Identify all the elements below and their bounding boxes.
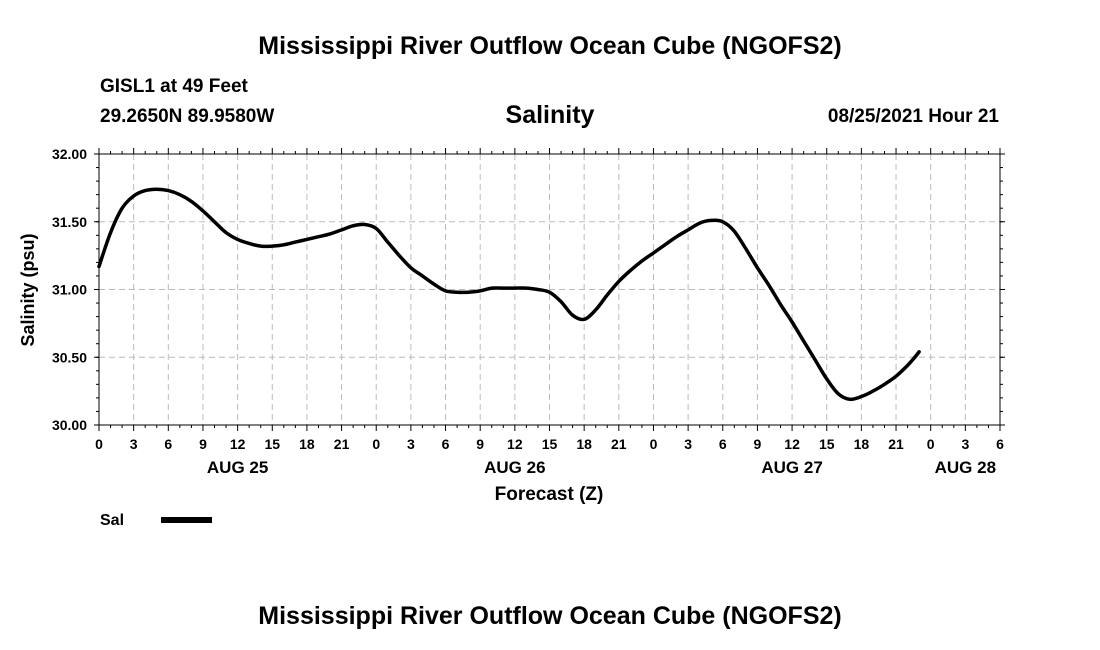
y-axis-label: Salinity (psu) (18, 233, 38, 346)
station-coords: 29.2650N 89.9580W (100, 106, 275, 127)
x-tick-label: 21 (334, 436, 350, 452)
date-label: AUG 28 (935, 458, 996, 477)
date-label: AUG 25 (207, 458, 268, 477)
x-tick-label: 21 (611, 436, 627, 452)
chart-title: Mississippi River Outflow Ocean Cube (NG… (258, 32, 842, 60)
salinity-series-line (97, 187, 921, 402)
x-tick-label: 3 (961, 436, 969, 452)
x-tick-label: 15 (819, 436, 835, 452)
x-tick-label: 3 (130, 436, 138, 452)
x-tick-label: 0 (650, 436, 658, 452)
x-tick-label: 6 (442, 436, 450, 452)
x-axis-label: Forecast (Z) (495, 484, 604, 505)
y-tick-label: 30.50 (52, 349, 87, 365)
x-tick-label: 12 (230, 436, 246, 452)
footer-title: Mississippi River Outflow Ocean Cube (NG… (258, 602, 842, 630)
chart-subtitle: Salinity (505, 101, 595, 129)
x-tick-label: 3 (407, 436, 415, 452)
y-tick-label: 30.00 (52, 417, 87, 433)
x-tick-label: 9 (754, 436, 762, 452)
date-label: AUG 27 (761, 458, 822, 477)
x-tick-label: 18 (576, 436, 592, 452)
forecast-datetime: 08/25/2021 Hour 21 (827, 106, 999, 127)
x-tick-labels: 0 3 6 9 12 15 18 21 0 3 6 9 12 15 18 21 0 3 6 9 12 15 18 21 0 3 6 (95, 436, 1004, 452)
y-tick-label: 31.50 (52, 214, 87, 230)
x-tick-label: 6 (164, 436, 172, 452)
x-tick-label: 6 (719, 436, 727, 452)
x-tick-label: 3 (684, 436, 692, 452)
x-tick-label: 15 (542, 436, 558, 452)
x-tick-label: 9 (476, 436, 484, 452)
x-tick-label: 0 (927, 436, 935, 452)
legend-label: Sal (100, 512, 124, 529)
x-tick-label: 18 (299, 436, 315, 452)
y-tick-labels: 30.00 30.50 31.00 31.50 32.00 (52, 146, 87, 433)
x-tick-label: 6 (996, 436, 1004, 452)
x-tick-label: 0 (95, 436, 103, 452)
x-tick-label: 0 (372, 436, 380, 452)
station-label: GISL1 at 49 Feet (100, 76, 248, 97)
x-tick-label: 12 (784, 436, 800, 452)
grid-lines (99, 154, 1000, 425)
y-tick-label: 31.00 (52, 282, 87, 298)
y-tick-label: 32.00 (52, 146, 87, 162)
tick-marks (94, 148, 1005, 431)
x-tick-label: 9 (199, 436, 207, 452)
x-tick-label: 12 (507, 436, 523, 452)
x-tick-label: 21 (888, 436, 904, 452)
date-labels: AUG 25 AUG 26 AUG 27 AUG 28 (207, 458, 996, 477)
date-label: AUG 26 (484, 458, 545, 477)
x-tick-label: 18 (854, 436, 870, 452)
x-tick-label: 15 (264, 436, 280, 452)
